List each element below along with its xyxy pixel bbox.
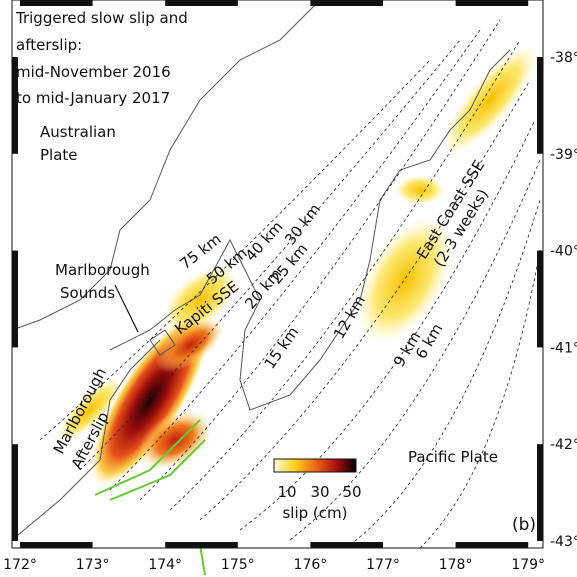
pointer-arrow — [114, 284, 139, 333]
slip-patch — [56, 376, 124, 444]
coastline — [11, 0, 511, 541]
colorbar-label: slip (cm) — [282, 504, 347, 522]
frame-bar — [165, 0, 238, 6]
title-line: Triggered slow slip and — [15, 9, 188, 27]
depth-contours — [39, 19, 541, 549]
panel-label: (b) — [512, 515, 536, 535]
x-axis-label: 178° — [439, 557, 473, 573]
title-line: afterslip: — [16, 36, 82, 54]
y-axis-label: -41° — [550, 340, 577, 356]
x-axis-label: 173° — [76, 557, 110, 573]
slip-patches — [56, 44, 539, 487]
frame-bar — [455, 0, 529, 6]
frame-bar — [537, 444, 543, 541]
frame-bar — [165, 542, 238, 548]
frame-bar — [12, 444, 18, 541]
frame-bar — [12, 250, 18, 348]
plate-label: Pacific Plate — [408, 448, 498, 466]
contour-label: 15 km — [261, 323, 303, 372]
frame-ticks — [12, 0, 543, 548]
x-axis-label: 177° — [366, 557, 400, 573]
colorbar — [273, 458, 357, 473]
feature-label: Marlborough — [55, 261, 150, 279]
plate-label: Plate — [40, 146, 78, 164]
colorbar-tick: 30 — [310, 483, 329, 501]
slip-patch — [161, 265, 239, 335]
x-axis-label: 175° — [221, 557, 255, 573]
frame-bar — [20, 0, 93, 6]
title: Triggered slow slip and afterslip: mid-N… — [15, 9, 188, 107]
slip-patch — [155, 317, 225, 373]
x-axis-label: 172° — [3, 557, 37, 573]
y-axis-label: -43° — [550, 534, 577, 550]
slip-patch — [395, 175, 445, 205]
frame-bar — [310, 0, 383, 6]
contour-label: 30 km — [281, 200, 324, 248]
frame-bar — [537, 250, 543, 348]
feature-label: Sounds — [60, 284, 115, 302]
frame-bar — [537, 57, 543, 154]
title-line: to mid-January 2017 — [16, 89, 170, 107]
title-line: mid-November 2016 — [16, 63, 171, 81]
contour-label: 40 km — [242, 218, 287, 265]
colorbar-tick: 10 — [277, 483, 296, 501]
colorbar-tick: 50 — [342, 483, 361, 501]
x-axis-label: 176° — [294, 557, 328, 573]
frame-bar — [310, 542, 383, 548]
y-axis-label: -42° — [550, 437, 577, 453]
frame-bar — [20, 542, 93, 548]
x-axis-label: 174° — [148, 557, 182, 573]
y-axis-label: -39° — [550, 147, 577, 163]
y-axis-label: -40° — [550, 244, 577, 260]
slip-patch — [356, 216, 454, 344]
faults — [94, 419, 206, 576]
y-axis-label: -38° — [550, 50, 577, 66]
x-axis-label: 179° — [511, 557, 545, 573]
slip-patch — [441, 44, 539, 156]
plate-label: Australian — [40, 123, 116, 141]
frame-bar — [455, 542, 529, 548]
frame-bar — [12, 57, 18, 154]
